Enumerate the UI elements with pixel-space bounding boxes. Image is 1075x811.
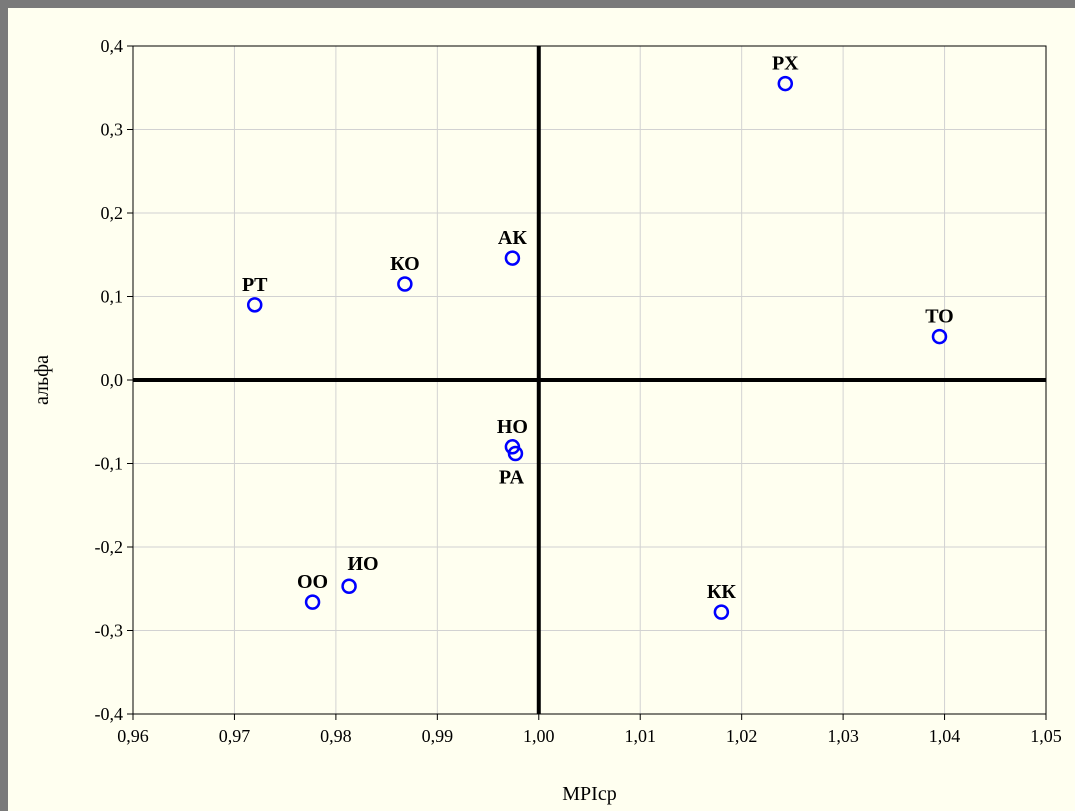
data-point-label: PT xyxy=(242,274,268,296)
y-tick-label: 0,4 xyxy=(101,36,124,56)
x-tick-label: 0,96 xyxy=(117,726,149,746)
data-point xyxy=(504,250,521,266)
data-points: PX АК КО PT TO HO PA ИО ОО КК xyxy=(242,53,954,620)
data-point xyxy=(304,594,321,610)
reference-lines xyxy=(133,46,1046,714)
y-tick-label: 0,1 xyxy=(101,287,124,307)
x-axis-title: MPIcp xyxy=(562,783,616,805)
data-point xyxy=(341,578,357,594)
data-point-label: TO xyxy=(925,306,954,328)
data-point xyxy=(246,297,263,313)
y-tick-label: 0,0 xyxy=(101,370,124,390)
data-point xyxy=(507,445,524,462)
data-point-label: КО xyxy=(390,253,420,275)
x-tick-label: 1,00 xyxy=(523,726,555,746)
y-tick-label: -0,4 xyxy=(95,704,124,724)
data-point-label: PX xyxy=(772,53,799,75)
x-tick-label: 1,03 xyxy=(827,726,859,746)
x-tick-label: 1,01 xyxy=(624,726,656,746)
scatter-plot: 0,96 0,97 0,98 0,99 1,00 1,01 1,02 1,03 1,04 1,05… xyxy=(31,36,1062,805)
data-point xyxy=(931,328,948,345)
y-tick-label: -0,1 xyxy=(95,454,124,474)
axis-ticks: 0,96 0,97 0,98 0,99 1,00 1,01 1,02 1,03 1,04 1,05… xyxy=(95,36,1062,746)
y-tick-label: -0,2 xyxy=(95,537,124,557)
y-tick-label: 0,3 xyxy=(101,120,124,140)
data-point xyxy=(713,604,730,620)
y-axis-title: альфа xyxy=(31,355,53,405)
data-point-label: PA xyxy=(499,466,525,488)
data-point xyxy=(397,276,413,292)
data-point xyxy=(777,75,794,92)
x-tick-label: 0,98 xyxy=(320,726,352,746)
data-point-label: КК xyxy=(707,581,737,603)
x-tick-label: 1,05 xyxy=(1030,726,1062,746)
y-tick-label: -0,3 xyxy=(95,621,124,641)
data-point-label: HO xyxy=(497,416,528,438)
x-tick-label: 1,02 xyxy=(726,726,758,746)
data-point-label: ОО xyxy=(297,571,328,593)
data-point-label: АК xyxy=(498,227,527,249)
data-point-label: ИО xyxy=(348,553,379,575)
y-tick-label: 0,2 xyxy=(101,203,124,223)
x-tick-label: 0,97 xyxy=(219,726,251,746)
x-tick-label: 0,99 xyxy=(422,726,454,746)
x-tick-label: 1,04 xyxy=(929,726,961,746)
